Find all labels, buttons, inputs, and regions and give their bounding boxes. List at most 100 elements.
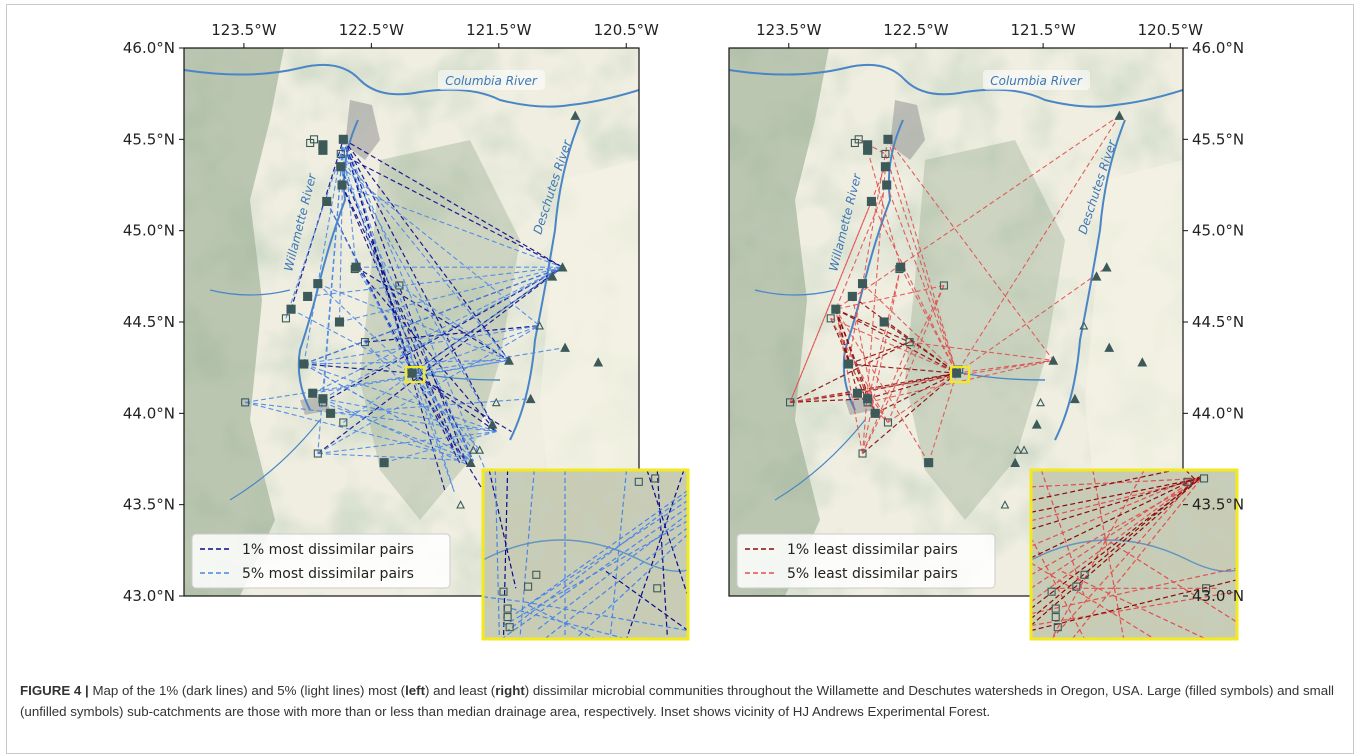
light-pair-line [317,139,344,454]
light-pair-line [322,266,563,400]
inset-light-line [494,470,500,639]
light-pair-line [303,363,455,451]
site-marker-square [524,582,533,591]
inset-light-line [527,604,597,639]
dark-pair-line [857,372,957,394]
inset-light-line [519,470,535,639]
site-marker-square [924,458,934,468]
light-pair-line [887,372,957,423]
inset-light-line [1061,570,1207,639]
inset-light-line [544,526,688,639]
light-pair-line [835,308,930,463]
dark-pair-line [830,318,869,403]
inset-light-line [503,520,688,627]
light-pair-line [887,139,958,374]
inset-light-line [1040,470,1086,597]
dark-pair-line [874,372,957,414]
columbia-river [729,63,1183,108]
light-pair-line [830,318,889,423]
light-pair-line [322,398,497,433]
inset-dark-line [488,470,517,589]
light-pair-line [867,150,902,268]
inset-light-line [515,489,688,615]
site-marker-square [866,196,876,206]
light-pair-line [857,392,889,423]
dark-pair-line [848,363,957,374]
site-marker-square [634,477,643,486]
inset-dark-line [1031,477,1201,626]
site-marker-square [653,584,662,593]
site-marker-triangle [1036,397,1045,407]
site-marker-square [831,304,841,314]
site-marker-square [499,587,508,596]
site-marker-square [360,338,370,347]
dark-pair-line [355,266,497,432]
inset-light-line [511,608,627,639]
light-pair-line [956,266,1108,374]
light-pair-line [789,201,872,403]
lon-tick-label: 122.5°W [883,21,948,39]
site-marker-triangle [491,397,501,407]
light-pair-line [340,153,510,361]
right-light-pair-lines [789,115,1120,463]
site-marker-square [785,398,795,407]
light-pair-line [830,317,957,374]
light-pair-line [956,115,1120,374]
left-inset-locator-box [404,365,426,384]
mckenzie-river [956,371,1046,381]
light-pair-line [322,401,474,462]
site-marker-square [1072,582,1081,591]
light-pair-line [867,267,902,403]
lat-tick-label: 45.5°N [123,130,175,148]
left-inset-map [481,468,690,641]
site-marker-square [351,262,361,272]
inset-light-line [1102,537,1237,623]
inset-dark-line [1185,470,1197,481]
dark-pair-line [411,372,497,433]
inset-light-line [1092,470,1125,639]
site-marker-square [1051,604,1060,613]
lon-tick-label: 120.5°W [594,21,659,39]
site-marker-triangle [1031,419,1042,429]
right-inset-border [1029,468,1239,641]
lon-tick-label: 122.5°W [339,21,404,39]
left-inset-dark-lines [488,470,688,639]
cascades-forest [360,140,520,520]
site-marker-square [308,388,318,398]
site-marker-square [1047,587,1056,596]
site-marker-square [882,180,892,190]
dark-pair-line [317,266,563,454]
site-marker-triangle [1010,457,1021,468]
light-pair-line [847,139,889,365]
left-inset-border [481,468,690,641]
light-pair-line [884,153,958,374]
lat-tick-label: 45.0°N [1192,222,1244,240]
caption-text-3: ) dissimilar microbial communities throu… [20,683,1335,719]
site-marker-square [313,449,322,458]
light-pair-line [303,359,510,365]
site-marker-square [883,418,893,427]
site-marker-square [336,149,345,158]
site-marker-square [503,604,512,613]
figure-caption: FIGURE 4 | Map of the 1% (dark lines) an… [20,680,1338,722]
light-pair-line [835,115,1120,310]
light-pair-line [307,266,563,297]
site-marker-triangle [1091,271,1102,281]
site-marker-triangle [504,355,514,365]
light-pair-line [342,139,493,487]
site-marker-triangle [475,445,485,454]
light-pair-line [835,309,864,454]
right-inset-dark-lines [1031,470,1237,632]
site-marker-square [1053,623,1062,632]
lon-tick-label: 121.5°W [1010,21,1075,39]
site-marker-triangle [535,321,544,330]
lat-tick-label: 43.5°N [123,496,175,514]
site-marker-square [843,359,854,369]
site-marker-square [1183,477,1192,486]
light-pair-line [887,285,945,423]
right-site-markers [785,110,1148,509]
light-pair-line [383,431,497,464]
light-pair-line [339,266,563,323]
dark-pair-line [835,309,859,394]
right-inset-locator-box [949,365,971,384]
